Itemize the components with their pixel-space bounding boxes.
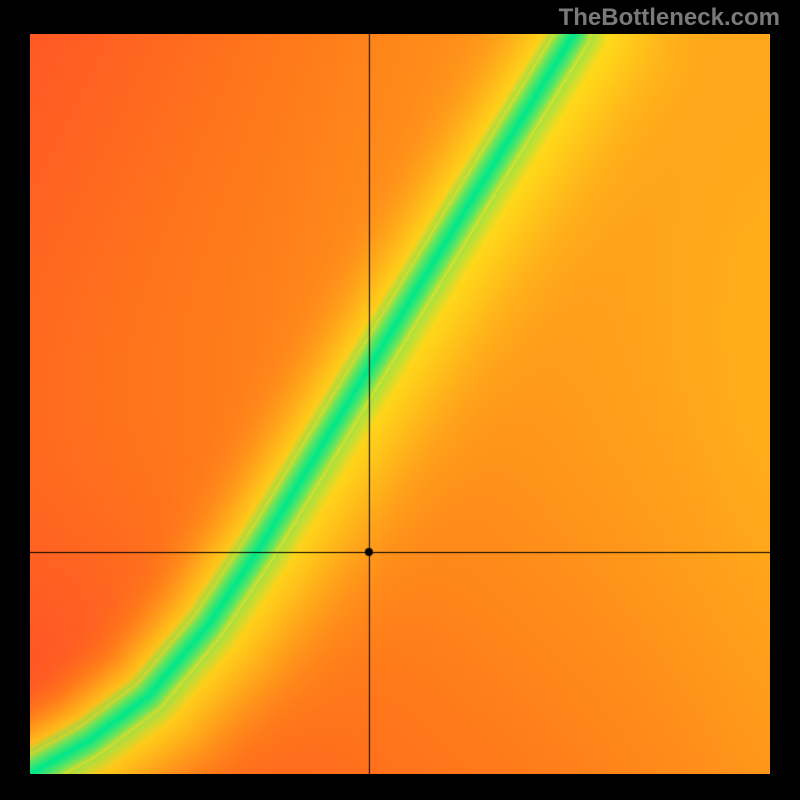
- heatmap-plot: [30, 34, 770, 774]
- heatmap-canvas: [30, 34, 770, 774]
- watermark-text: TheBottleneck.com: [559, 4, 780, 32]
